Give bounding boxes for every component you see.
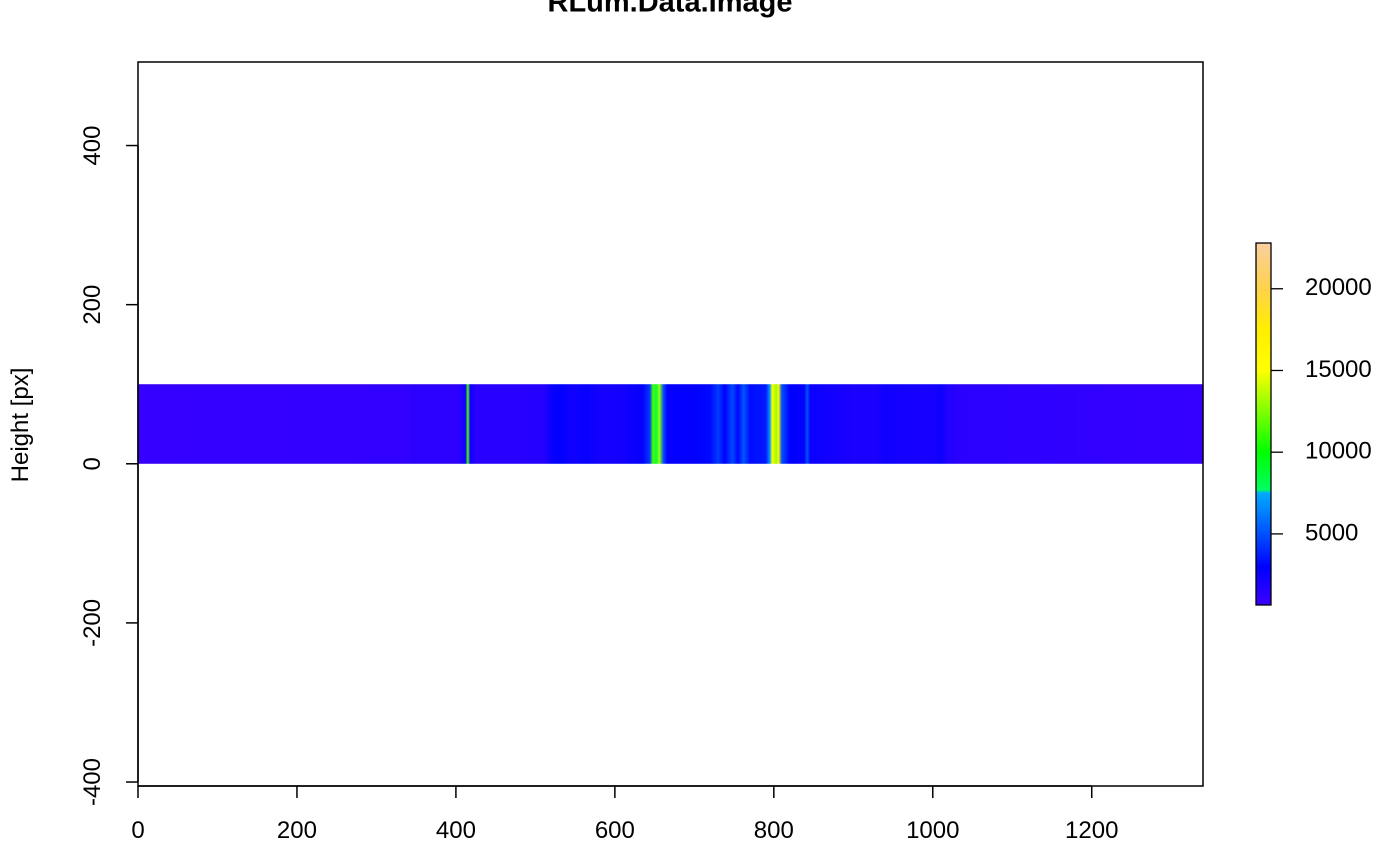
y-tick-label: 400 xyxy=(79,126,106,166)
image-band xyxy=(138,384,1203,464)
chart-title: RLum.Data.Image xyxy=(548,0,793,19)
x-tick-label: 200 xyxy=(277,817,317,844)
x-tick-label: 400 xyxy=(436,817,476,844)
colorbar-tick-label: 20000 xyxy=(1305,274,1372,301)
x-tick-label: 0 xyxy=(131,817,144,844)
y-axis-label: Height [px] xyxy=(7,368,34,483)
colorbar-tick-label: 15000 xyxy=(1305,356,1372,383)
y-tick-label: -200 xyxy=(79,599,106,647)
y-axis: -400 -200 0 200 400 xyxy=(79,126,139,806)
y-tick-label: 200 xyxy=(79,285,106,325)
y-tick-label: -400 xyxy=(79,758,106,806)
x-axis: 0 200 400 600 800 1000 1200 xyxy=(131,785,1118,844)
colorbar-axis: 5000 10000 15000 20000 xyxy=(1271,274,1372,546)
x-tick-label: 1000 xyxy=(906,817,959,844)
colorbar xyxy=(1255,242,1272,606)
x-tick-label: 600 xyxy=(595,817,635,844)
x-tick-label: 800 xyxy=(754,817,794,844)
colorbar-tick-label: 10000 xyxy=(1305,438,1372,465)
x-tick-label: 1200 xyxy=(1065,817,1118,844)
colorbar-tick-label: 5000 xyxy=(1305,519,1358,546)
y-tick-label: 0 xyxy=(79,457,106,470)
